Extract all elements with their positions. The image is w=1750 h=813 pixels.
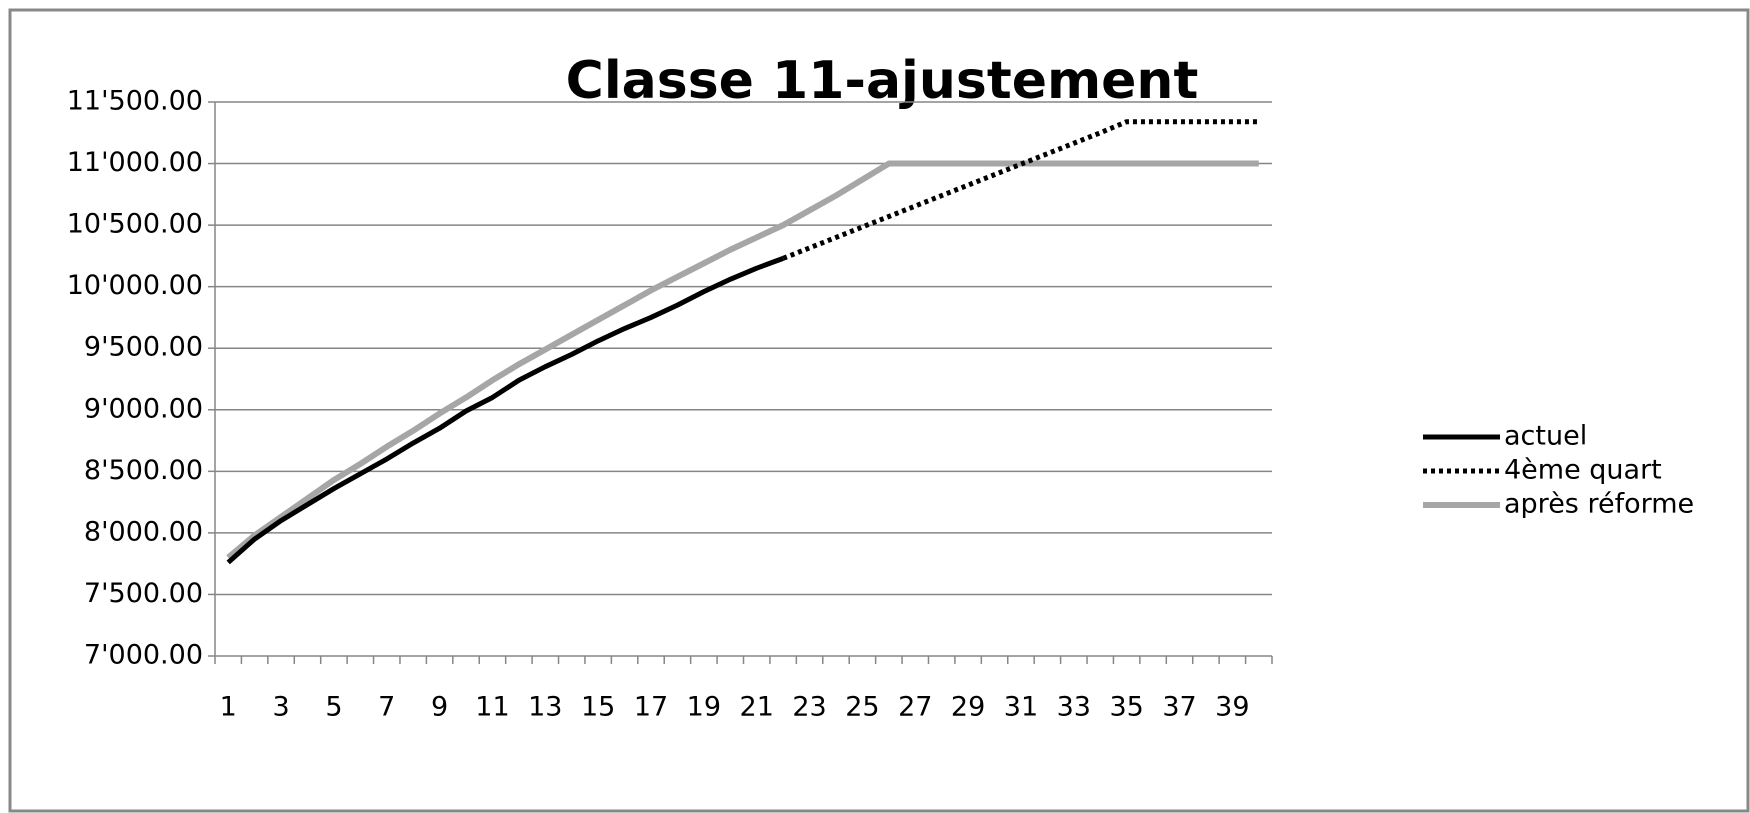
x-tick-label: 35 xyxy=(1109,692,1143,723)
x-tick-label: 31 xyxy=(1004,692,1038,723)
y-tick-label: 7'500.00 xyxy=(84,578,203,609)
x-tick-label: 15 xyxy=(581,692,615,723)
y-tick-label: 10'500.00 xyxy=(67,209,203,240)
x-tick-label: 27 xyxy=(898,692,932,723)
x-tick-label: 7 xyxy=(378,692,395,723)
y-tick-label: 9'500.00 xyxy=(84,332,203,363)
y-tick-label: 10'000.00 xyxy=(67,270,203,301)
legend-label: actuel xyxy=(1504,421,1587,452)
x-tick-label: 39 xyxy=(1215,692,1249,723)
x-tick-label: 11 xyxy=(475,692,509,723)
x-tick-label: 25 xyxy=(845,692,879,723)
x-tick-label: 29 xyxy=(951,692,985,723)
x-tick-label: 9 xyxy=(431,692,448,723)
x-tick-label: 19 xyxy=(687,692,721,723)
y-tick-label: 11'000.00 xyxy=(67,147,203,178)
x-tick-label: 13 xyxy=(528,692,562,723)
y-tick-label: 11'500.00 xyxy=(67,86,203,117)
x-tick-label: 3 xyxy=(272,692,289,723)
x-tick-label: 5 xyxy=(325,692,342,723)
x-tick-label: 21 xyxy=(740,692,774,723)
legend-label: après réforme xyxy=(1504,489,1694,520)
x-tick-label: 1 xyxy=(220,692,237,723)
legend-label: 4ème quart xyxy=(1504,455,1662,486)
y-tick-label: 8'500.00 xyxy=(84,455,203,486)
x-tick-label: 37 xyxy=(1162,692,1196,723)
x-tick-label: 17 xyxy=(634,692,668,723)
series-line xyxy=(226,256,785,565)
y-tick-label: 9'000.00 xyxy=(84,393,203,424)
y-tick-label: 8'000.00 xyxy=(84,516,203,547)
y-tick-label: 7'000.00 xyxy=(84,640,203,671)
x-tick-label: 23 xyxy=(792,692,826,723)
series-line xyxy=(226,160,1259,560)
x-tick-label: 33 xyxy=(1057,692,1091,723)
chart-title: Classe 11-ajustement xyxy=(566,51,1199,111)
